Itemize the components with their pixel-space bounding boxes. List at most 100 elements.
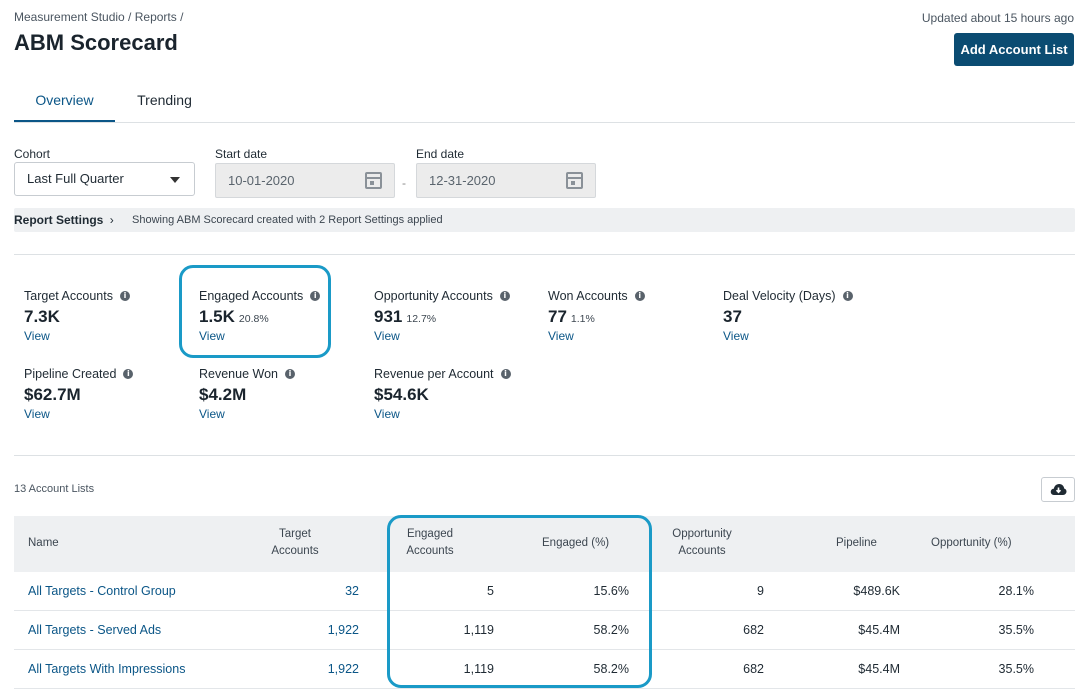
metric-value: 37 <box>723 307 742 326</box>
account-lists-count: 13 Account Lists <box>14 483 95 495</box>
info-icon[interactable]: i <box>310 291 321 301</box>
end-date-label: End date <box>416 147 465 161</box>
engaged-columns-highlight <box>387 515 652 688</box>
calendar-icon[interactable] <box>566 172 583 189</box>
metric-label: Revenue Won <box>199 367 278 381</box>
cloud-download-icon <box>1050 484 1067 495</box>
opportunity-accounts-value: 682 <box>743 623 764 637</box>
info-icon[interactable]: i <box>123 369 134 379</box>
page-title: ABM Scorecard <box>14 30 178 55</box>
target-accounts-value[interactable]: 1,922 <box>327 623 359 637</box>
tab-overview[interactable]: Overview <box>14 82 115 122</box>
end-date-value: 12-31-2020 <box>429 173 496 188</box>
account-list-name[interactable]: All Targets With Impressions <box>28 662 186 676</box>
cohort-value: Last Full Quarter <box>27 171 124 186</box>
view-link[interactable]: View <box>548 329 574 343</box>
engaged-accounts-value: 1,119 <box>463 662 494 676</box>
divider <box>14 254 1075 255</box>
engaged-accounts-value: 5 <box>487 584 494 598</box>
engaged-pct-value: 58.2% <box>593 662 629 676</box>
metric-value: 7.3K <box>24 307 60 326</box>
metric-revenue-per-account: Revenue per Account i $54.6K View <box>374 367 534 421</box>
col-target-accounts[interactable]: Target Accounts <box>260 526 330 560</box>
col-opp-line1: Opportunity <box>672 528 732 540</box>
col-engaged-accounts[interactable]: Engaged Accounts <box>395 526 465 560</box>
divider <box>14 455 1075 456</box>
opportunity-accounts-value: 682 <box>743 662 764 676</box>
metric-won-accounts: Won Accounts i 77 1.1% View <box>548 289 708 343</box>
add-account-list-button[interactable]: Add Account List <box>954 33 1074 66</box>
opportunity-pct-value: 35.5% <box>998 662 1034 676</box>
metric-label: Won Accounts <box>548 289 628 303</box>
col-opportunity-pct[interactable]: Opportunity (%) <box>931 537 1012 549</box>
info-icon[interactable]: i <box>634 291 645 301</box>
breadcrumb[interactable]: Measurement Studio / Reports / <box>14 10 184 24</box>
start-date-value: 10-01-2020 <box>228 173 295 188</box>
metric-percent: 12.7% <box>406 313 437 325</box>
view-link[interactable]: View <box>199 407 225 421</box>
view-link[interactable]: View <box>24 329 50 343</box>
start-date-label: Start date <box>215 147 268 161</box>
col-opportunity-accounts[interactable]: Opportunity Accounts <box>662 526 742 560</box>
chevron-right-icon: › <box>109 213 114 227</box>
report-settings-summary: Showing ABM Scorecard created with 2 Rep… <box>132 214 443 226</box>
pipeline-value: $45.4M <box>858 623 900 637</box>
engaged-accounts-value: 1,119 <box>463 623 494 637</box>
report-settings-label: Report Settings <box>14 213 104 227</box>
metric-pipeline-created: Pipeline Created i $62.7M View <box>24 367 184 421</box>
metric-label: Opportunity Accounts <box>374 289 493 303</box>
info-icon[interactable]: i <box>842 291 853 301</box>
start-date-input[interactable]: 10-01-2020 <box>215 163 395 198</box>
col-engaged-pct[interactable]: Engaged (%) <box>542 537 610 549</box>
table-row: All Targets With Impressions 1,922 1,119… <box>14 650 1075 689</box>
view-link[interactable]: View <box>199 329 225 343</box>
metric-label: Revenue per Account <box>374 367 494 381</box>
col-target-line1: Target <box>279 528 311 540</box>
end-date-input[interactable]: 12-31-2020 <box>416 163 596 198</box>
opportunity-pct-value: 28.1% <box>998 584 1034 598</box>
pipeline-value: $45.4M <box>858 662 900 676</box>
download-button[interactable] <box>1041 477 1075 502</box>
tab-trending[interactable]: Trending <box>137 92 192 108</box>
metric-deal-velocity: Deal Velocity (Days) i 37 View <box>723 289 883 343</box>
col-pipeline[interactable]: Pipeline <box>836 537 877 549</box>
metric-value: $54.6K <box>374 385 429 404</box>
view-link[interactable]: View <box>24 407 50 421</box>
cohort-label: Cohort <box>14 147 51 161</box>
metric-label: Target Accounts <box>24 289 113 303</box>
metric-value: 931 <box>374 307 403 326</box>
info-icon[interactable]: i <box>285 369 295 379</box>
opportunity-accounts-value: 9 <box>757 584 764 598</box>
col-opp-line2: Accounts <box>678 545 726 557</box>
cohort-select[interactable]: Last Full Quarter <box>14 162 195 196</box>
table-row: All Targets - Served Ads 1,922 1,119 58.… <box>14 611 1075 650</box>
chevron-down-icon <box>170 177 180 183</box>
metric-target-accounts: Target Accounts i 7.3K View <box>24 289 184 343</box>
target-accounts-value[interactable]: 32 <box>345 584 359 598</box>
metric-label: Engaged Accounts <box>199 289 304 303</box>
view-link[interactable]: View <box>723 329 749 343</box>
view-link[interactable]: View <box>374 329 400 343</box>
engaged-metric-highlight <box>179 265 331 358</box>
calendar-icon[interactable] <box>365 172 382 189</box>
col-engaged-line2: Accounts <box>406 545 454 557</box>
info-icon[interactable]: i <box>119 291 130 301</box>
metric-label: Deal Velocity (Days) <box>723 289 836 303</box>
view-link[interactable]: View <box>374 407 400 421</box>
account-list-name[interactable]: All Targets - Served Ads <box>28 623 162 637</box>
col-name[interactable]: Name <box>28 537 59 549</box>
report-settings-link[interactable]: Report Settings › <box>14 213 114 227</box>
info-icon[interactable]: i <box>500 369 511 379</box>
metric-revenue-won: Revenue Won i $4.2M View <box>199 367 359 421</box>
updated-timestamp: Updated about 15 hours ago <box>921 11 1074 25</box>
date-separator: - <box>402 176 406 190</box>
metric-value: $4.2M <box>199 385 247 404</box>
metric-label: Pipeline Created <box>24 367 117 381</box>
metric-opportunity-accounts: Opportunity Accounts i 931 12.7% View <box>374 289 534 343</box>
account-list-name[interactable]: All Targets - Control Group <box>28 584 176 598</box>
target-accounts-value[interactable]: 1,922 <box>327 662 359 676</box>
table-header: Name Target Accounts Engaged Accounts En… <box>14 516 1075 572</box>
engaged-pct-value: 58.2% <box>593 623 629 637</box>
info-icon[interactable]: i <box>499 291 510 301</box>
engaged-pct-value: 15.6% <box>593 584 629 598</box>
